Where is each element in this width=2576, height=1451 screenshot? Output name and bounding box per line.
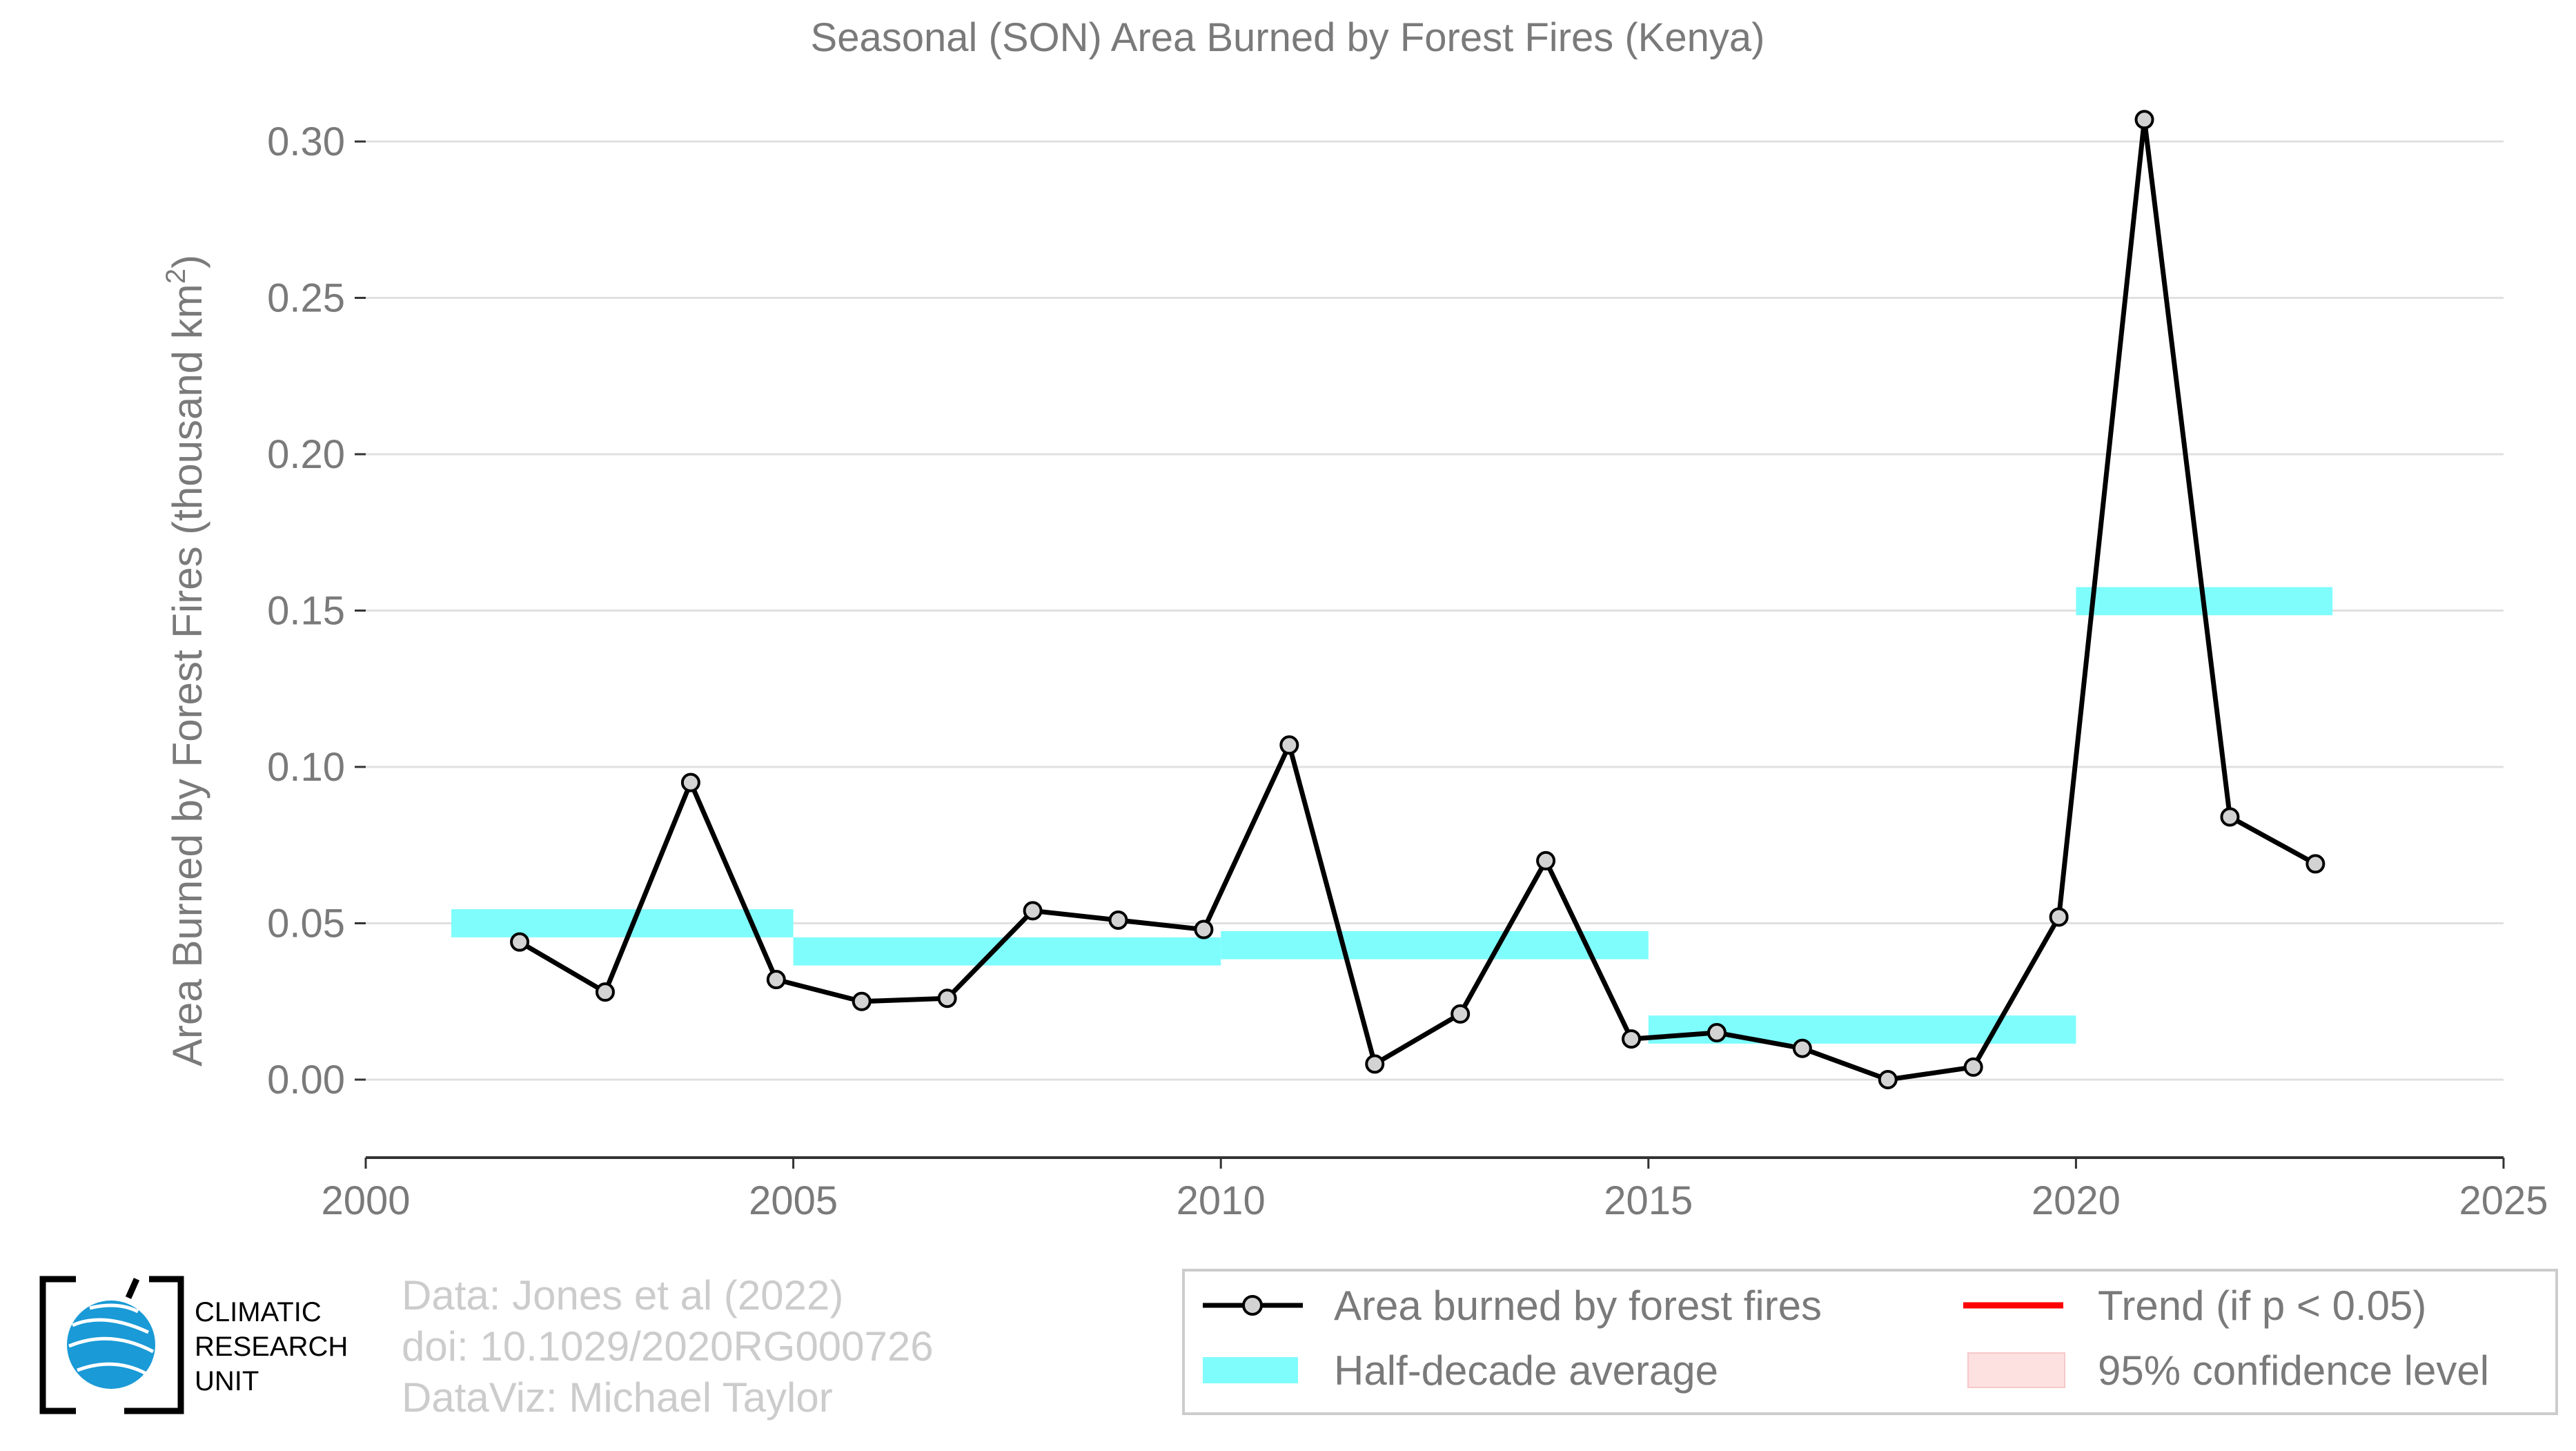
data-point bbox=[1023, 901, 1043, 921]
data-point bbox=[1622, 1029, 1642, 1049]
x-axis: 2000 2005 2010 2015 2020 2025 bbox=[321, 1156, 2548, 1223]
logo-line-2: RESEARCH bbox=[195, 1332, 348, 1362]
x-tick-label: 2015 bbox=[1604, 1178, 1693, 1223]
data-point bbox=[680, 772, 700, 792]
data-point bbox=[1365, 1054, 1385, 1074]
credit-dataviz: DataViz: Michael Taylor bbox=[402, 1374, 833, 1421]
data-point bbox=[2305, 854, 2326, 874]
x-tick-label: 2010 bbox=[1177, 1178, 1266, 1223]
x-tick-label: 2000 bbox=[321, 1178, 410, 1223]
chart-title: Seasonal (SON) Area Burned by Forest Fir… bbox=[811, 15, 1765, 60]
data-point bbox=[1707, 1023, 1727, 1043]
cru-logo bbox=[39, 1276, 184, 1414]
data-point bbox=[1194, 919, 1214, 939]
data-point bbox=[1451, 1004, 1471, 1024]
y-tick-label: 0.15 bbox=[267, 589, 345, 634]
x-tick-label: 2020 bbox=[2032, 1178, 2121, 1223]
half-decade-bar bbox=[793, 937, 1221, 966]
series-area-burned bbox=[510, 110, 2326, 1089]
logo-line-3: UNIT bbox=[195, 1366, 259, 1396]
data-point bbox=[510, 932, 530, 952]
y-axis-label: Area Burned by Forest Fires (thousand km… bbox=[161, 255, 210, 1067]
half-decade-bar bbox=[1221, 931, 1649, 960]
y-tick-label: 0.20 bbox=[267, 432, 345, 477]
legend-item-area-burned: Area burned by forest fires bbox=[1334, 1283, 1822, 1329]
data-point bbox=[2134, 110, 2154, 130]
legend-item-half-decade: Half-decade average bbox=[1334, 1347, 1718, 1394]
y-tick-label: 0.00 bbox=[267, 1058, 345, 1102]
data-point bbox=[1108, 910, 1128, 930]
half-decade-bar bbox=[451, 909, 794, 937]
legend-item-trend: Trend (if p < 0.05) bbox=[2098, 1283, 2426, 1329]
data-point bbox=[1878, 1070, 1898, 1089]
credit-data: Data: Jones et al (2022) bbox=[402, 1272, 844, 1318]
data-point bbox=[852, 991, 872, 1011]
x-tick-label: 2005 bbox=[749, 1178, 838, 1223]
y-tick-label: 0.25 bbox=[267, 276, 345, 321]
x-tick-label: 2025 bbox=[2459, 1178, 2548, 1223]
data-point bbox=[1279, 735, 1299, 755]
data-point bbox=[2049, 907, 2069, 927]
data-point bbox=[595, 982, 615, 1002]
half-decade-bands bbox=[451, 587, 2333, 1044]
data-point bbox=[2220, 807, 2240, 827]
legend-item-confidence: 95% confidence level bbox=[2098, 1347, 2489, 1394]
legend: Area burned by forest fires Half-decade … bbox=[1182, 1269, 2558, 1415]
logo-text: CLIMATIC RESEARCH UNIT bbox=[195, 1295, 348, 1399]
y-tick-label: 0.30 bbox=[267, 119, 345, 164]
y-tick-labels: 0.00 0.05 0.10 0.15 0.20 0.25 0.30 bbox=[267, 119, 366, 1102]
y-tick-label: 0.05 bbox=[267, 902, 345, 946]
data-point bbox=[1536, 850, 1556, 870]
logo-line-1: CLIMATIC bbox=[195, 1297, 322, 1327]
data-point bbox=[1963, 1057, 1983, 1077]
data-point bbox=[766, 970, 786, 990]
legend-marker-icon bbox=[1242, 1295, 1263, 1316]
y-tick-label: 0.10 bbox=[267, 745, 345, 790]
credit-doi: doi: 10.1029/2020RG000726 bbox=[402, 1323, 934, 1370]
series-line bbox=[518, 117, 2317, 1082]
data-point bbox=[937, 989, 957, 1009]
data-point bbox=[1792, 1038, 1812, 1058]
